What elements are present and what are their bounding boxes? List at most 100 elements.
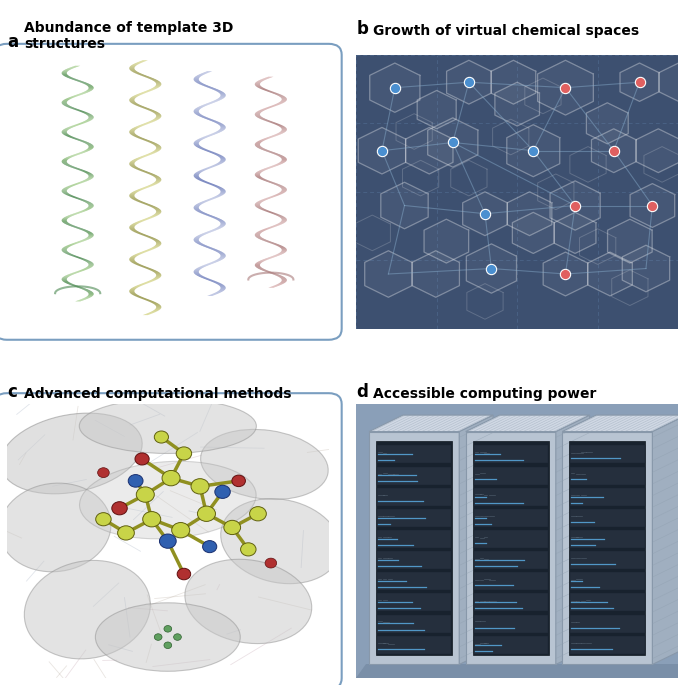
Polygon shape [151,215,158,216]
Ellipse shape [0,483,111,572]
Polygon shape [207,247,214,249]
Polygon shape [132,71,138,73]
Polygon shape [131,262,138,263]
Polygon shape [63,217,70,219]
Polygon shape [88,265,94,266]
Polygon shape [62,249,67,251]
Polygon shape [220,192,225,193]
Polygon shape [266,197,275,198]
Polygon shape [212,217,219,219]
Polygon shape [62,278,67,279]
Polygon shape [136,169,144,170]
Polygon shape [259,260,266,261]
Polygon shape [272,225,279,226]
Polygon shape [142,123,150,124]
Polygon shape [138,284,145,285]
Polygon shape [129,196,135,197]
Polygon shape [216,187,223,188]
Polygon shape [194,144,199,145]
Polygon shape [257,261,264,262]
Polygon shape [203,182,211,183]
Polygon shape [153,272,160,273]
Polygon shape [203,200,211,201]
Polygon shape [67,284,75,285]
Polygon shape [265,241,273,242]
Polygon shape [255,175,260,176]
Polygon shape [62,251,68,253]
Polygon shape [271,273,278,275]
Polygon shape [473,466,548,484]
Polygon shape [207,295,215,296]
Circle shape [173,634,182,640]
Polygon shape [155,242,162,243]
Polygon shape [78,111,86,112]
Polygon shape [215,260,222,261]
Text: Abundance of template 3D
structures: Abundance of template 3D structures [24,21,234,51]
Polygon shape [277,223,284,224]
Polygon shape [132,103,138,104]
Polygon shape [132,223,139,224]
Polygon shape [152,271,159,272]
Polygon shape [129,228,135,229]
Polygon shape [129,66,136,67]
Polygon shape [156,116,162,117]
Circle shape [118,526,134,540]
Polygon shape [155,148,162,149]
Polygon shape [62,192,68,193]
Polygon shape [256,206,262,208]
Polygon shape [209,134,216,135]
Polygon shape [217,91,223,92]
Polygon shape [144,140,151,141]
Polygon shape [279,186,286,188]
Polygon shape [153,240,160,241]
Polygon shape [62,161,67,162]
Polygon shape [259,88,266,89]
Polygon shape [255,143,260,144]
Polygon shape [62,100,68,101]
Polygon shape [86,291,92,292]
Polygon shape [71,273,78,274]
Polygon shape [280,218,286,219]
Polygon shape [82,121,89,122]
Circle shape [172,523,190,538]
Polygon shape [129,101,136,102]
Polygon shape [68,166,76,167]
Polygon shape [356,404,678,678]
Circle shape [160,534,176,548]
Polygon shape [195,178,202,179]
Polygon shape [71,108,78,109]
Polygon shape [155,177,161,178]
Polygon shape [129,291,134,292]
Polygon shape [473,614,548,633]
Polygon shape [194,175,199,176]
Polygon shape [71,167,79,169]
Polygon shape [264,168,272,169]
Polygon shape [71,138,78,139]
Circle shape [177,569,190,580]
Polygon shape [151,151,158,152]
Polygon shape [74,227,82,228]
Polygon shape [201,213,209,214]
Circle shape [96,512,111,526]
Polygon shape [84,142,90,143]
Polygon shape [64,187,72,188]
Polygon shape [221,255,226,256]
Ellipse shape [221,499,340,584]
Polygon shape [64,76,71,77]
Polygon shape [155,85,161,86]
Polygon shape [88,88,94,89]
Polygon shape [195,172,202,173]
Polygon shape [77,123,85,124]
Polygon shape [84,290,91,291]
Circle shape [128,475,143,487]
Polygon shape [155,276,161,277]
Polygon shape [281,97,287,99]
Polygon shape [570,551,645,569]
Polygon shape [274,224,282,225]
Polygon shape [255,112,261,114]
Polygon shape [145,90,153,91]
Polygon shape [71,243,78,244]
Polygon shape [195,108,201,110]
Polygon shape [86,85,93,86]
Polygon shape [153,112,160,113]
